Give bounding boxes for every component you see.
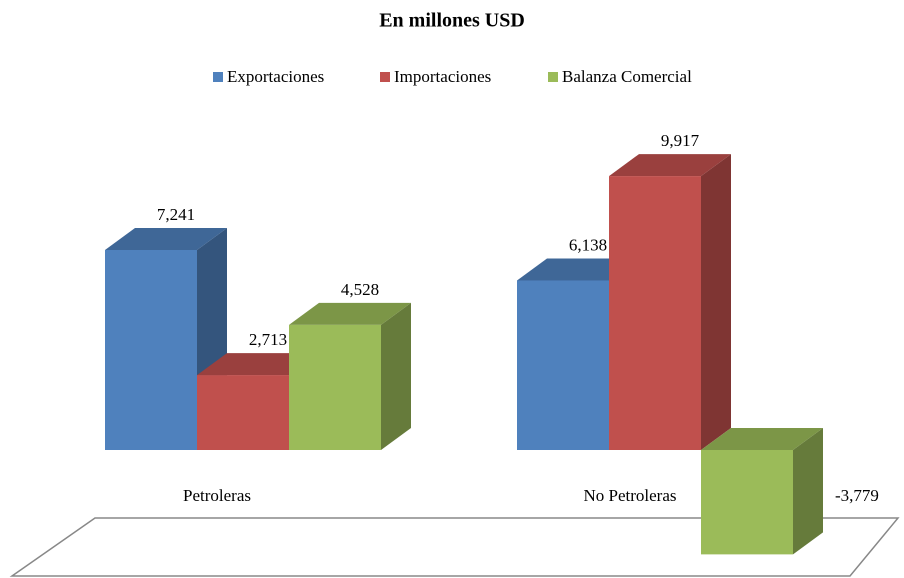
legend-swatch <box>380 72 390 82</box>
bar-top <box>105 228 227 250</box>
bar-top <box>289 302 411 325</box>
bar <box>609 154 731 450</box>
bar-front <box>701 450 793 555</box>
bar-top <box>701 428 823 450</box>
bar-side <box>793 428 823 555</box>
x-tick-label: Petroleras <box>183 486 251 505</box>
legend-swatch <box>548 72 558 82</box>
bar <box>701 428 823 555</box>
chart-title: En millones USD <box>379 10 525 32</box>
floor <box>9 517 900 577</box>
bar-front <box>609 176 701 450</box>
data-label: 4,528 <box>341 280 379 299</box>
data-label: 7,241 <box>157 205 195 224</box>
legend-label: Exportaciones <box>227 67 324 86</box>
data-label: 6,138 <box>569 235 607 254</box>
data-label: 9,917 <box>661 131 700 150</box>
bar-front <box>289 324 381 450</box>
bar-side <box>701 154 731 450</box>
legend-label: Importaciones <box>394 67 491 86</box>
bar-front <box>105 250 197 450</box>
bar-front <box>517 280 609 450</box>
bar-top <box>609 154 731 177</box>
legend-swatch <box>213 72 223 82</box>
bar-top <box>197 353 319 376</box>
bar-top <box>517 258 639 281</box>
bar-side <box>381 302 411 450</box>
bar <box>289 302 411 450</box>
x-tick-label: No Petroleras <box>583 486 676 505</box>
data-label: 2,713 <box>249 330 287 349</box>
legend-label: Balanza Comercial <box>562 67 692 86</box>
bar-front <box>197 375 289 450</box>
data-label: -3,779 <box>835 486 879 505</box>
